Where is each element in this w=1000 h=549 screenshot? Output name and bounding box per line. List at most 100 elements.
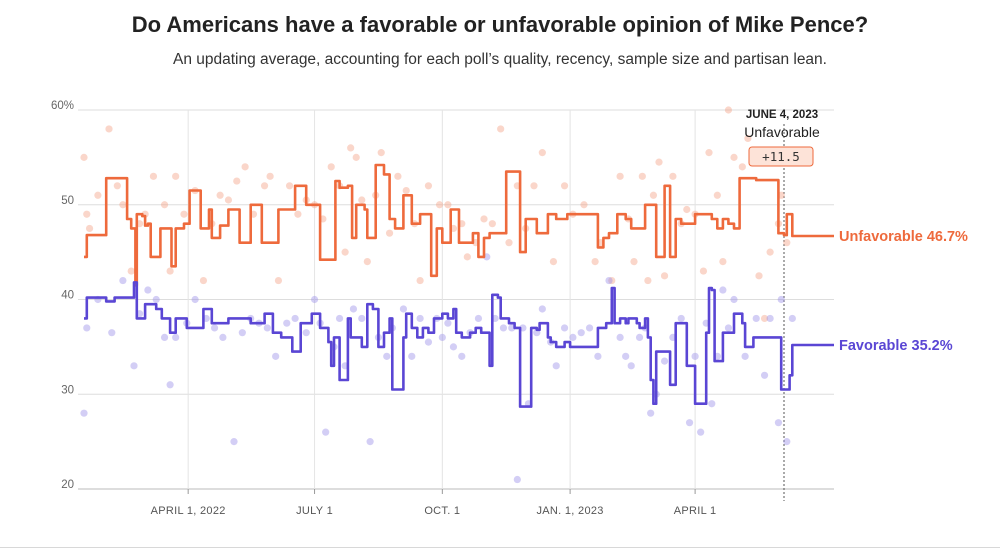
unfavorable-poll-dot [327, 163, 335, 171]
unfavorable-poll-dot [638, 172, 646, 180]
favorable-poll-dot [302, 329, 310, 337]
unfavorable-poll-dot [294, 210, 302, 218]
unfavorable-poll-dot [394, 172, 402, 180]
favorable-poll-dot [660, 357, 669, 365]
grid-layer [78, 109, 834, 501]
favorable-poll-dot [358, 314, 366, 323]
unfavorable-poll-dot [166, 267, 174, 275]
unfavorable-poll-dot [149, 172, 158, 180]
unfavorable-poll-dot [416, 276, 424, 285]
y-tick-label: 60% [51, 100, 74, 112]
x-tick-label: JAN. 1, 2023 [537, 505, 604, 517]
unfavorable-poll-dot [385, 229, 394, 237]
favorable-poll-dot [685, 419, 694, 427]
unfavorable-poll-dot [341, 248, 349, 256]
favorable-poll-dot [366, 438, 374, 446]
favorable-poll-dot [119, 276, 127, 285]
favorable-poll-dot [788, 314, 796, 323]
favorable-poll-dot [438, 333, 446, 341]
unfavorable-poll-dot [480, 215, 488, 223]
x-tick-label: APRIL 1 [674, 505, 717, 517]
unfavorable-poll-dot [644, 276, 652, 285]
margin-badge-label: +11.5 [762, 149, 800, 164]
unfavorable-poll-dot [783, 239, 791, 247]
favorable-poll-dot [647, 409, 655, 417]
unfavorable-poll-dot [755, 272, 763, 280]
favorable-poll-dot [774, 419, 783, 427]
favorable-poll-dot [172, 333, 180, 341]
y-tick-label: 30 [61, 384, 74, 396]
unfavorable-poll-dot [699, 267, 708, 275]
unfavorable-end-label: Unfavorable 46.7% [839, 229, 968, 245]
favorable-poll-dot [635, 333, 644, 341]
unfavorable-poll-dot [560, 182, 569, 190]
favorable-poll-dot [191, 295, 199, 304]
favorable-poll-dot [80, 409, 88, 417]
y-tick-label: 20 [61, 479, 74, 491]
unfavorable-poll-dot [655, 158, 663, 166]
unfavorable-poll-dot [660, 272, 669, 280]
favorable-poll-dot [130, 362, 138, 370]
unfavorable-poll-dot [260, 182, 269, 190]
favorable-poll-dot [560, 324, 569, 332]
favorable-poll-dot [730, 295, 738, 304]
y-tick-label: 40 [61, 290, 74, 302]
favorable-poll-dot [766, 314, 774, 323]
favorable-poll-dot [399, 305, 408, 313]
unfavorable-poll-dot [113, 182, 121, 190]
favorable-poll-dot [283, 319, 291, 327]
favorable-poll-dot [552, 362, 560, 370]
unfavorable-poll-dot [402, 186, 410, 195]
unfavorable-poll-dot [497, 125, 505, 133]
unfavorable-poll-dot [538, 149, 546, 157]
unfavorable-poll-dot [760, 314, 769, 323]
unfavorable-poll-dot [180, 210, 188, 218]
unfavorable-poll-dot [649, 191, 658, 199]
favorable-poll-dot [349, 305, 358, 313]
unfavorable-poll-dot [94, 191, 102, 199]
unfavorable-poll-dot [358, 196, 366, 204]
favorable-poll-dot [166, 381, 174, 389]
unfavorable-poll-dot [377, 149, 385, 157]
unfavorable-poll-dot [549, 258, 558, 266]
favorable-poll-dot [499, 324, 508, 332]
favorable-poll-dot [444, 319, 452, 327]
favorable-poll-dot [569, 333, 577, 341]
favorable-poll-dot [594, 352, 602, 360]
favorable-poll-dot [416, 314, 424, 323]
unfavorable-poll-dot [424, 182, 433, 190]
unfavorable-poll-dot [719, 258, 727, 266]
favorable-poll-dot [724, 324, 733, 332]
favorable-poll-dot [335, 314, 344, 323]
favorable-poll-dot [783, 438, 791, 446]
trend-lines-layer [84, 163, 834, 408]
chart-title: Do Americans have a favorable or unfavor… [131, 12, 869, 37]
favorable-poll-dot [291, 314, 299, 323]
favorable-poll-dot [310, 295, 319, 304]
chart-subtitle: An updating average, accounting for each… [173, 51, 827, 68]
labels-layer: 20 30 40 50 60% APRIL 1, 2022 JULY 1 OCT. 1 JAN.… [51, 100, 968, 517]
unfavorable-poll-dot [347, 144, 355, 152]
unfavorable-poll-dot [127, 267, 135, 275]
favorable-poll-dot [577, 329, 585, 337]
favorable-poll-dot [408, 352, 416, 360]
unfavorable-poll-dot [85, 224, 94, 233]
unfavorable-poll-dot [463, 253, 471, 261]
favorable-poll-dot [272, 352, 280, 360]
favorable-trend-line [84, 281, 834, 408]
unfavorable-poll-dot [80, 153, 88, 161]
unfavorable-poll-dot [105, 125, 113, 133]
favorable-poll-dot [752, 314, 760, 323]
unfavorable-poll-dot [744, 134, 752, 143]
x-tick-label: OCT. 1 [424, 505, 460, 517]
unfavorable-poll-dot [285, 182, 294, 190]
favorable-poll-dot [458, 352, 466, 360]
unfavorable-poll-dot [730, 153, 738, 161]
favorable-poll-dot [708, 400, 716, 408]
unfavorable-poll-dot [241, 163, 249, 171]
unfavorable-poll-dot [766, 248, 774, 256]
unfavorable-poll-dot [274, 276, 283, 285]
favorable-poll-dot [691, 352, 699, 360]
favorable-poll-dot [719, 286, 727, 294]
